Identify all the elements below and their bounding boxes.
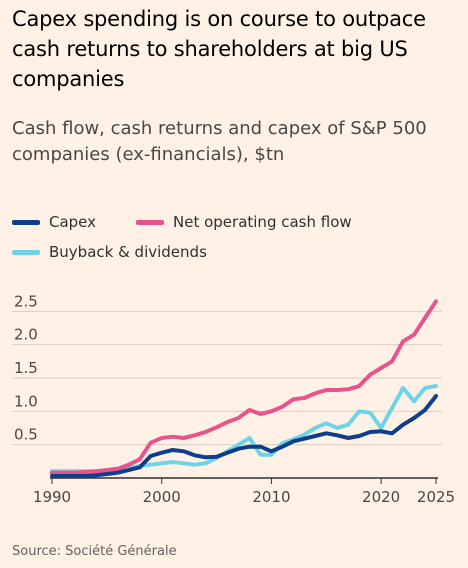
y-tick-label: 1.5 [14, 359, 38, 377]
x-tick-label: 1990 [33, 488, 71, 506]
y-tick-label: 0.5 [14, 426, 38, 444]
chart-title: Capex spending is on course to outpace c… [12, 7, 426, 91]
y-tick-label: 2.0 [14, 326, 38, 344]
y-tick-label: 2.5 [14, 292, 38, 310]
legend-item-buyback-dividends: Buyback & dividends [12, 243, 207, 261]
legend: Capex Net operating cash flow Buyback & … [12, 213, 452, 273]
series-line-capex [50, 394, 438, 478]
legend-item-capex: Capex [12, 213, 96, 231]
y-tick-label: 1.0 [14, 392, 38, 410]
series-line-net-operating-cash-flow [50, 299, 438, 475]
line-chart: 0.5 1.0 1.5 2.0 2.5 1990 2000 2010 2020 2025 [12, 292, 455, 506]
legend-swatch-capex [12, 219, 40, 225]
chart-subtitle: Cash flow, cash returns and capex of S&P… [12, 118, 427, 165]
legend-label-capex: Capex [49, 213, 97, 231]
legend-swatch-buyback-dividends [12, 249, 40, 255]
legend-swatch-net-operating-cash-flow [136, 219, 164, 225]
x-tick-label: 2000 [143, 488, 181, 506]
x-tick-label: 2020 [362, 488, 400, 506]
legend-label-buyback-dividends: Buyback & dividends [49, 243, 207, 261]
series-line-buyback-dividends [50, 384, 438, 474]
legend-item-net-operating-cash-flow: Net operating cash flow [136, 213, 352, 231]
x-tick-label: 2025 [417, 488, 455, 506]
legend-label-net-operating-cash-flow: Net operating cash flow [173, 213, 352, 231]
x-tick-label: 2010 [252, 488, 290, 506]
source-note: Source: Société Générale [12, 544, 177, 559]
